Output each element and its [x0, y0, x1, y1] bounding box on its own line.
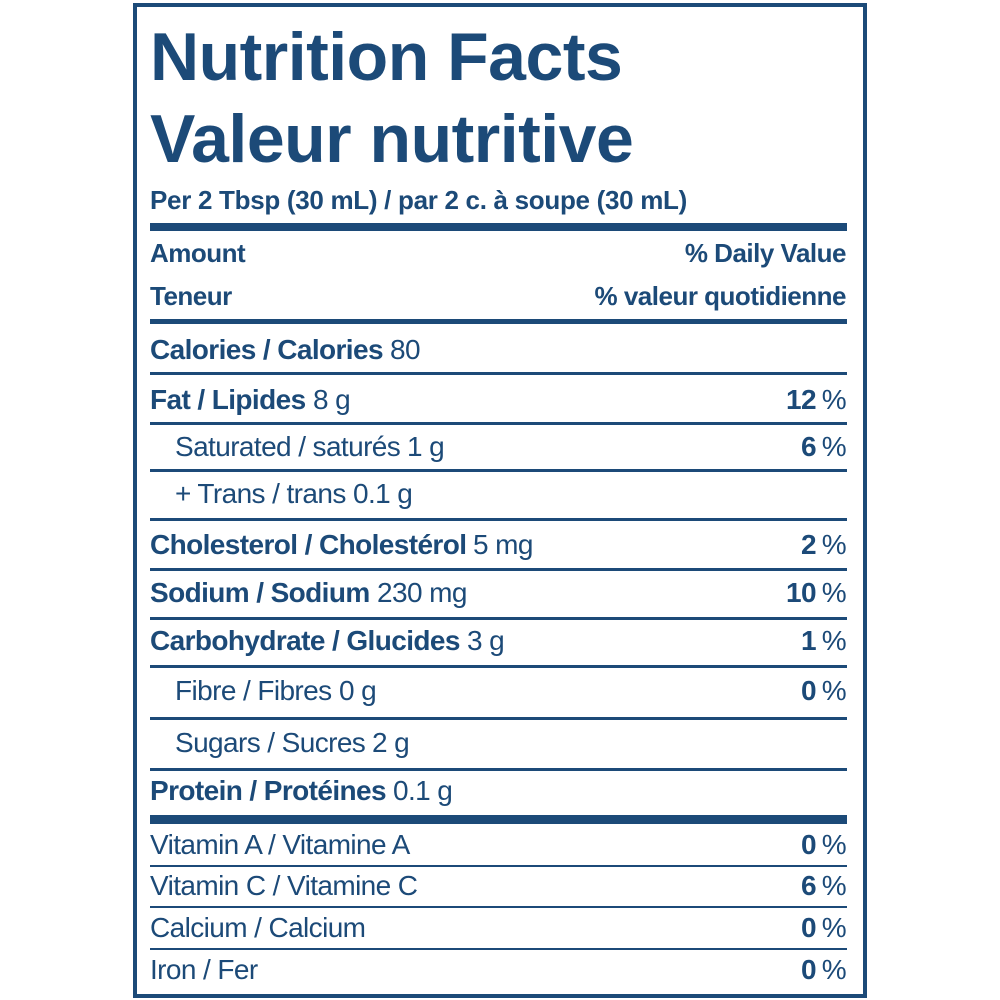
nutrient-name: Calories / Calories	[150, 334, 384, 365]
title: Nutrition Facts	[150, 19, 623, 95]
rule	[150, 906, 847, 908]
daily-value: 10	[786, 577, 817, 608]
rule	[150, 716, 847, 720]
nutrient-amount: 0 g	[339, 675, 377, 706]
rule	[150, 616, 847, 620]
percent-sign: %	[821, 912, 847, 943]
nutrient-amount: 0.1 g	[393, 775, 453, 806]
nutrient-name: Protein / Protéines	[150, 775, 387, 806]
percent-sign: %	[821, 870, 847, 901]
rule	[150, 223, 847, 231]
nutrient-name: Cholesterol / Cholestérol	[150, 529, 467, 560]
rule	[150, 814, 847, 824]
daily-value: 2	[801, 529, 817, 560]
percent-sign: %	[821, 529, 847, 560]
percent-sign: %	[821, 829, 847, 860]
percent-sign: %	[821, 954, 847, 985]
amount-heading: Amount	[150, 238, 246, 268]
daily-value: 1	[801, 625, 817, 656]
rule	[150, 664, 847, 668]
percent-sign: %	[821, 577, 847, 608]
nutrient-name: + Trans / trans	[175, 478, 346, 509]
daily-value: 0	[801, 912, 817, 943]
rule	[150, 468, 847, 472]
daily-value-heading: % Daily Value	[684, 238, 847, 268]
percent-sign: %	[821, 431, 847, 462]
nutrient-name: Vitamin A / Vitamine A	[150, 829, 410, 860]
nutrient-name: Iron / Fer	[150, 954, 258, 985]
daily-value: 0	[801, 954, 817, 985]
nutrient-name: Carbohydrate / Glucides	[150, 625, 460, 656]
title: Valeur nutritive	[150, 101, 634, 177]
percent-sign: %	[821, 625, 847, 656]
rule	[150, 421, 847, 425]
nutrient-name: Saturated / saturés	[175, 431, 401, 462]
serving: Per 2 Tbsp (30 mL) / par 2 c. à soupe (3…	[150, 185, 687, 215]
nutrient-amount: 3 g	[467, 625, 505, 656]
daily-value-heading: % valeur quotidienne	[594, 281, 847, 311]
rule	[150, 948, 847, 950]
rule	[150, 517, 847, 521]
daily-value: 6	[801, 870, 817, 901]
nutrient-amount: 230 mg	[377, 577, 467, 608]
percent-sign: %	[821, 675, 847, 706]
nutrient-name: Fibre / Fibres	[175, 675, 332, 706]
nutrient-name: Calcium / Calcium	[150, 912, 366, 943]
daily-value: 0	[801, 829, 817, 860]
amount-heading: Teneur	[150, 281, 232, 311]
daily-value: 0	[801, 675, 817, 706]
nutrient-amount: 80	[390, 334, 421, 365]
rule	[150, 865, 847, 867]
nutrient-amount: 8 g	[313, 384, 351, 415]
daily-value: 12	[786, 384, 817, 415]
label-border	[133, 3, 867, 998]
nutrient-name: Fat / Lipides	[150, 384, 306, 415]
rule	[150, 371, 847, 375]
nutrient-amount: 2 g	[372, 727, 410, 758]
percent-sign: %	[821, 384, 847, 415]
nutrient-amount: 0.1 g	[353, 478, 413, 509]
daily-value: 6	[801, 431, 817, 462]
nutrient-amount: 1 g	[407, 431, 445, 462]
rule	[150, 318, 847, 324]
rule	[150, 567, 847, 571]
nutrient-name: Vitamin C / Vitamine C	[150, 870, 418, 901]
nutrient-amount: 5 mg	[473, 529, 533, 560]
nutrient-name: Sugars / Sucres	[175, 727, 366, 758]
rule	[150, 767, 847, 771]
nutrient-name: Sodium / Sodium	[150, 577, 370, 608]
